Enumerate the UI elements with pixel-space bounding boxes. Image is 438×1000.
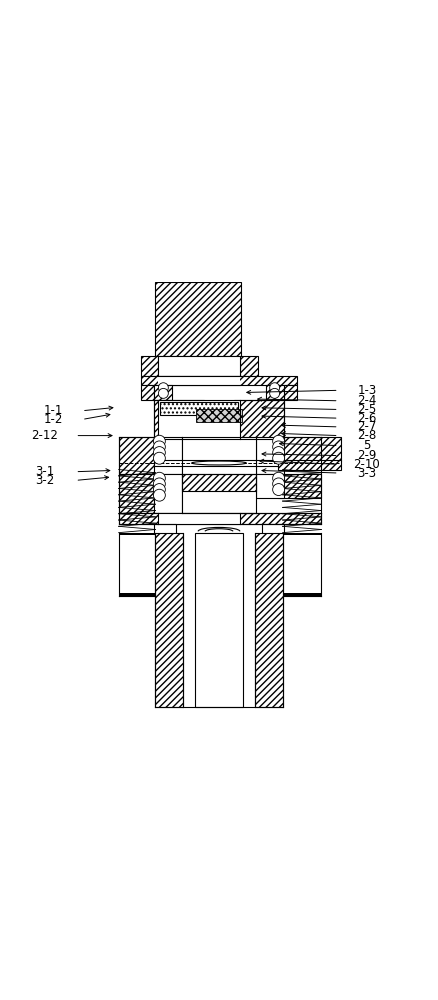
Bar <box>256 437 283 474</box>
Bar <box>155 474 182 513</box>
Circle shape <box>153 489 165 501</box>
Circle shape <box>273 484 285 496</box>
Circle shape <box>153 472 165 484</box>
Bar <box>195 533 243 707</box>
Circle shape <box>273 472 285 484</box>
FancyArrowPatch shape <box>262 469 336 473</box>
Text: 1-1: 1-1 <box>44 404 64 417</box>
Bar <box>240 356 258 376</box>
Ellipse shape <box>192 461 246 465</box>
Text: 2-6: 2-6 <box>357 412 377 425</box>
Circle shape <box>153 452 165 464</box>
Bar <box>283 533 321 535</box>
FancyArrowPatch shape <box>78 476 109 480</box>
FancyArrowPatch shape <box>282 432 336 436</box>
Bar <box>155 533 183 707</box>
Text: 3-3: 3-3 <box>357 467 377 480</box>
Circle shape <box>273 435 285 447</box>
Bar <box>155 437 182 474</box>
Bar <box>262 524 283 534</box>
Circle shape <box>153 441 165 453</box>
Circle shape <box>273 452 285 464</box>
Bar <box>182 474 256 513</box>
Bar <box>141 356 159 376</box>
Bar <box>278 437 341 461</box>
Bar <box>256 474 283 498</box>
Bar <box>141 376 297 385</box>
Text: 2-12: 2-12 <box>32 429 58 442</box>
Circle shape <box>153 478 165 490</box>
Bar <box>119 437 162 474</box>
Circle shape <box>270 383 279 393</box>
Bar <box>159 356 240 376</box>
Circle shape <box>153 484 165 496</box>
Bar <box>278 474 321 498</box>
Bar <box>196 409 242 422</box>
Bar <box>119 533 155 535</box>
Circle shape <box>159 383 168 393</box>
FancyArrowPatch shape <box>282 423 336 427</box>
Text: 3-1: 3-1 <box>35 465 55 478</box>
Bar <box>159 400 240 439</box>
Bar <box>278 460 341 470</box>
Text: 2-9: 2-9 <box>357 449 377 462</box>
FancyArrowPatch shape <box>247 390 336 394</box>
Bar <box>255 533 283 707</box>
Bar <box>155 385 172 400</box>
Bar <box>182 474 256 491</box>
FancyArrowPatch shape <box>262 414 336 418</box>
Bar <box>119 513 321 524</box>
Bar <box>119 474 162 513</box>
Bar <box>283 593 321 596</box>
Bar <box>155 460 283 466</box>
Bar <box>141 385 155 400</box>
FancyArrowPatch shape <box>260 459 336 464</box>
Bar <box>159 376 240 385</box>
Circle shape <box>273 478 285 490</box>
Text: 1-2: 1-2 <box>44 413 64 426</box>
Bar <box>155 282 241 356</box>
Bar <box>160 402 238 415</box>
FancyArrowPatch shape <box>258 397 336 401</box>
FancyArrowPatch shape <box>78 469 110 473</box>
Text: 2-5: 2-5 <box>357 403 377 416</box>
FancyArrowPatch shape <box>85 413 110 419</box>
Text: 1-3: 1-3 <box>357 384 377 397</box>
Text: 2-8: 2-8 <box>357 429 377 442</box>
Circle shape <box>153 447 165 459</box>
Bar <box>155 524 176 534</box>
FancyArrowPatch shape <box>262 406 336 410</box>
Circle shape <box>273 441 285 453</box>
Text: 2-10: 2-10 <box>353 458 380 471</box>
Bar <box>155 400 204 439</box>
Text: 3-2: 3-2 <box>35 474 55 487</box>
Bar <box>159 513 240 524</box>
Bar <box>119 593 155 596</box>
Bar <box>283 385 297 400</box>
Circle shape <box>159 388 168 398</box>
Bar <box>182 437 256 474</box>
Text: 2-4: 2-4 <box>357 394 377 407</box>
Circle shape <box>273 447 285 459</box>
Text: 2-7: 2-7 <box>357 420 377 433</box>
Bar <box>266 385 283 400</box>
FancyArrowPatch shape <box>85 406 113 411</box>
Circle shape <box>153 435 165 447</box>
FancyArrowPatch shape <box>262 452 336 456</box>
Bar <box>234 400 283 439</box>
FancyArrowPatch shape <box>78 434 112 438</box>
Text: 5: 5 <box>363 439 371 452</box>
FancyArrowPatch shape <box>279 442 336 446</box>
Circle shape <box>270 388 279 398</box>
